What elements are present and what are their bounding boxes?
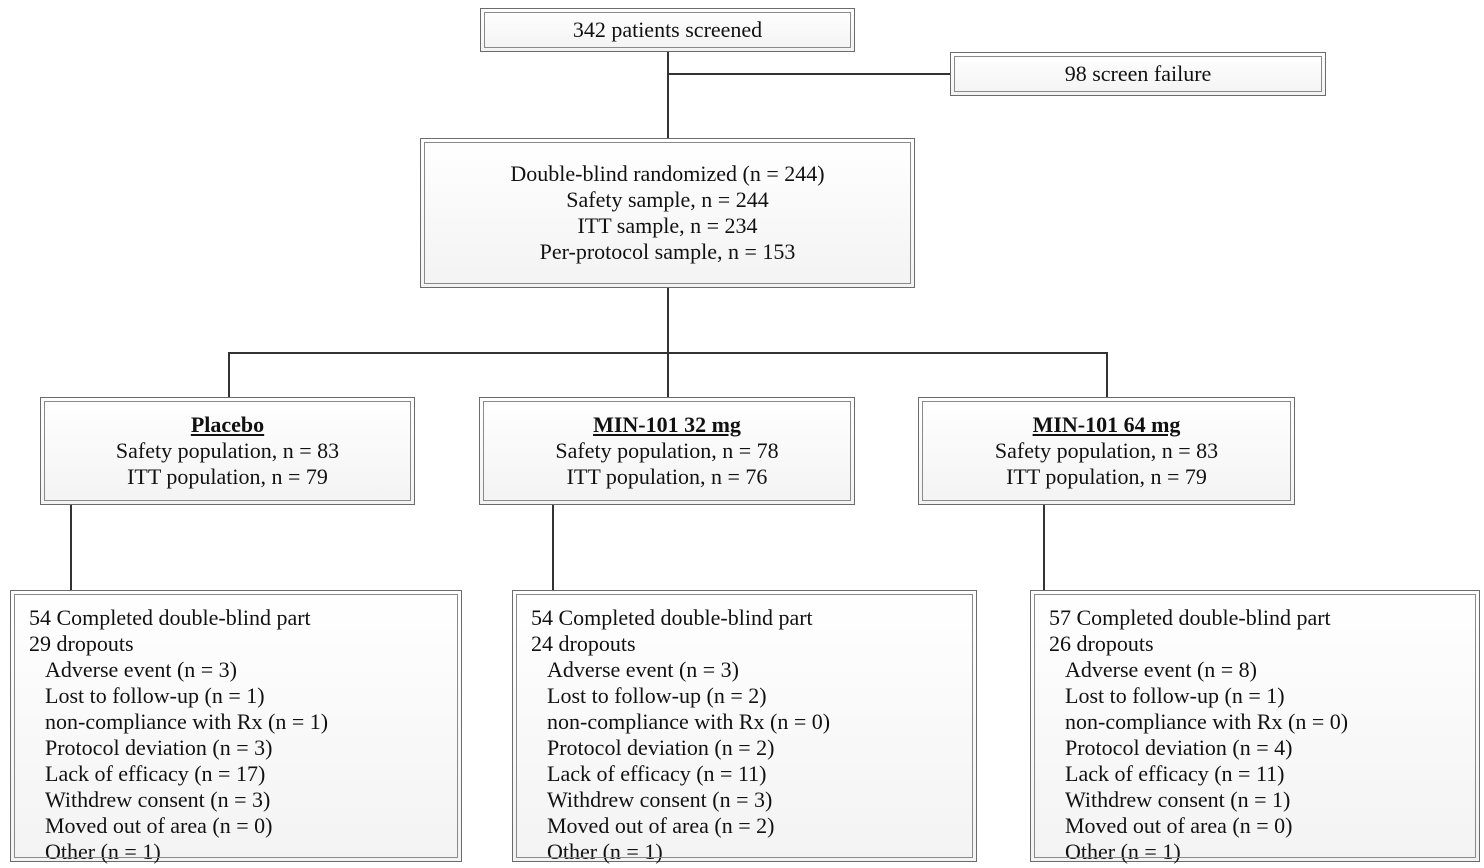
connector-randomized-down: [667, 288, 669, 353]
reason-item: non-compliance with Rx (n = 1): [45, 709, 329, 734]
connector-screened-down: [667, 50, 669, 140]
safety-sample-line: Safety sample, n = 244: [566, 187, 769, 212]
reason-item: Lack of efficacy (n = 11): [1065, 761, 1285, 786]
per-protocol-line: Per-protocol sample, n = 153: [539, 239, 796, 264]
randomized-line: Double-blind randomized (n = 244): [510, 161, 825, 186]
dropouts-line: 26 dropouts: [1049, 631, 1154, 656]
arm-box-min101-64mg: MIN-101 64 mg Safety population, n = 83 …: [918, 397, 1295, 505]
dropouts-line: 24 dropouts: [531, 631, 636, 656]
connector-screen-failure: [667, 73, 952, 75]
connector-placebo-drop: [228, 352, 230, 399]
screen-failure-box: 98 screen failure: [950, 52, 1326, 96]
reason-item: Withdrew consent (n = 3): [45, 787, 271, 812]
arm-itt: ITT population, n = 79: [1006, 464, 1207, 489]
reason-item: Adverse event (n = 3): [45, 657, 238, 682]
arm-title: MIN-101 64 mg: [1032, 412, 1181, 437]
reason-item: Withdrew consent (n = 1): [1065, 787, 1291, 812]
connector-64mg-outcome: [1043, 503, 1045, 591]
outcome-box-min101-64mg: 57 Completed double-blind part 26 dropou…: [1030, 590, 1480, 864]
randomized-box: Double-blind randomized (n = 244) Safety…: [420, 138, 915, 288]
reason-item: Protocol deviation (n = 4): [1065, 735, 1293, 760]
connector-64mg-drop: [1106, 352, 1108, 399]
reason-item: Withdrew consent (n = 3): [547, 787, 773, 812]
outcome-box-placebo: 54 Completed double-blind part 29 dropou…: [10, 590, 462, 864]
arm-safety: Safety population, n = 78: [555, 438, 779, 463]
arm-safety: Safety population, n = 83: [994, 438, 1219, 463]
arm-title: MIN-101 32 mg: [593, 412, 741, 437]
reason-item: Lost to follow-up (n = 1): [45, 683, 265, 708]
reason-item: non-compliance with Rx (n = 0): [547, 709, 831, 734]
reason-item: Adverse event (n = 8): [1065, 657, 1258, 682]
reason-item: Adverse event (n = 3): [547, 657, 740, 682]
reason-item: Moved out of area (n = 2): [547, 813, 775, 838]
connector-32mg-drop: [667, 352, 669, 399]
reason-item: Moved out of area (n = 0): [1065, 813, 1293, 838]
reason-item: Other (n = 1): [1065, 839, 1181, 864]
dropouts-line: 29 dropouts: [29, 631, 134, 656]
reason-item: Other (n = 1): [45, 839, 161, 864]
itt-sample-line: ITT sample, n = 234: [577, 213, 758, 238]
reason-item: Lack of efficacy (n = 11): [547, 761, 767, 786]
completed-line: 57 Completed double-blind part: [1049, 605, 1331, 630]
reason-item: Moved out of area (n = 0): [45, 813, 273, 838]
screened-box: 342 patients screened: [480, 8, 855, 52]
arm-title: Placebo: [190, 412, 265, 437]
screened-text: 342 patients screened: [572, 17, 763, 42]
outcome-box-min101-32mg: 54 Completed double-blind part 24 dropou…: [512, 590, 977, 864]
completed-line: 54 Completed double-blind part: [531, 605, 813, 630]
reason-item: Other (n = 1): [547, 839, 663, 864]
connector-placebo-outcome: [70, 503, 72, 591]
completed-line: 54 Completed double-blind part: [29, 605, 311, 630]
reason-item: Protocol deviation (n = 2): [547, 735, 775, 760]
reason-item: Lost to follow-up (n = 1): [1065, 683, 1285, 708]
reason-item: non-compliance with Rx (n = 0): [1065, 709, 1349, 734]
arm-box-min101-32mg: MIN-101 32 mg Safety population, n = 78 …: [479, 397, 855, 505]
screen-failure-text: 98 screen failure: [1064, 61, 1212, 86]
reason-item: Protocol deviation (n = 3): [45, 735, 273, 760]
arm-itt: ITT population, n = 79: [127, 464, 328, 489]
arm-itt: ITT population, n = 76: [566, 464, 768, 489]
arm-safety: Safety population, n = 83: [115, 438, 340, 463]
reason-item: Lost to follow-up (n = 2): [547, 683, 767, 708]
arm-box-placebo: Placebo Safety population, n = 83 ITT po…: [40, 397, 415, 505]
connector-32mg-outcome: [552, 503, 554, 591]
reason-item: Lack of efficacy (n = 17): [45, 761, 266, 786]
